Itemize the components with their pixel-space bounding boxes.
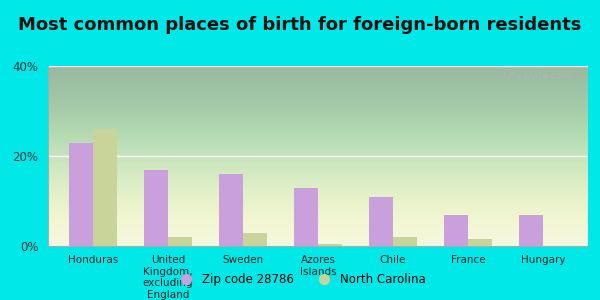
Bar xyxy=(93,129,117,246)
Text: City-Data.com: City-Data.com xyxy=(502,71,572,81)
Bar xyxy=(369,196,393,246)
Bar xyxy=(168,237,192,246)
Bar xyxy=(468,239,492,246)
Bar xyxy=(444,214,468,246)
Bar xyxy=(393,237,417,246)
Bar xyxy=(519,214,543,246)
Bar xyxy=(243,232,267,246)
Bar xyxy=(294,188,318,246)
Legend: Zip code 28786, North Carolina: Zip code 28786, North Carolina xyxy=(169,269,431,291)
Bar xyxy=(219,174,243,246)
Bar xyxy=(318,244,342,246)
Bar xyxy=(144,169,168,246)
Bar xyxy=(69,142,93,246)
Text: Most common places of birth for foreign-born residents: Most common places of birth for foreign-… xyxy=(19,16,581,34)
